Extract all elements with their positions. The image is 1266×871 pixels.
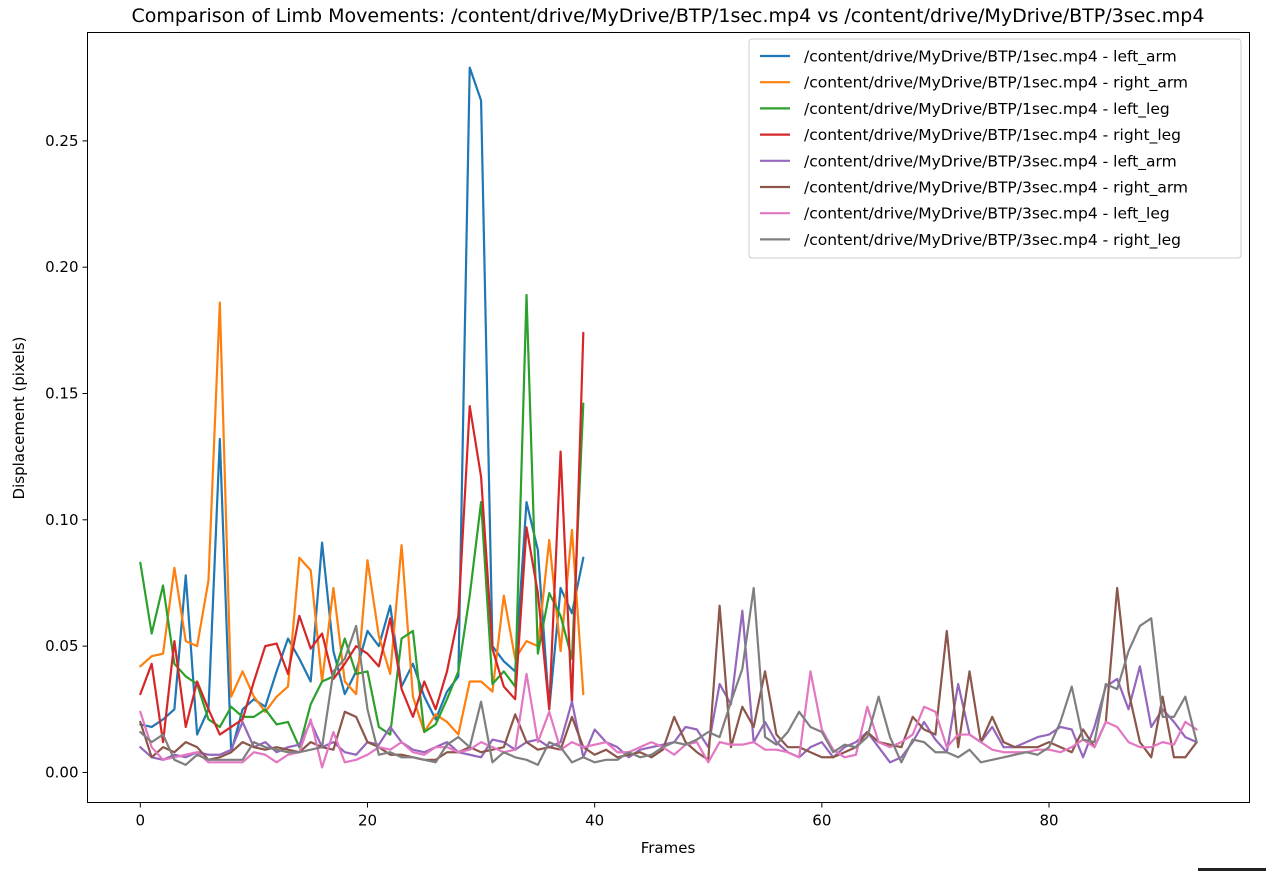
series-line-3 <box>139 331 585 744</box>
series-layer <box>139 66 1198 769</box>
legend-box <box>748 38 1242 259</box>
y-tick-label: 0.20 <box>45 258 78 276</box>
y-tick-label: 0.05 <box>45 637 78 655</box>
y-tick-label: 0.15 <box>45 385 78 403</box>
series-line-1 <box>139 301 585 736</box>
y-tick-label: 0.00 <box>45 763 78 781</box>
x-axis-label: Frames <box>641 839 696 857</box>
y-axis: 0.00 0.05 0.10 0.15 0.20 0.25 <box>45 132 88 781</box>
x-tick-label: 20 <box>358 812 377 830</box>
legend-label: /content/drive/MyDrive/BTP/3sec.mp4 - ri… <box>804 231 1181 250</box>
y-axis-label: Displacement (pixels) <box>10 337 28 500</box>
x-axis: 0 20 40 60 80 <box>136 802 1059 830</box>
legend-label: /content/drive/MyDrive/BTP/1sec.mp4 - le… <box>804 48 1177 67</box>
series-line-5 <box>139 586 1198 761</box>
series-line-4 <box>139 609 1198 764</box>
y-tick-label: 0.10 <box>45 511 78 529</box>
x-tick-label: 60 <box>812 812 831 830</box>
legend-label: /content/drive/MyDrive/BTP/3sec.mp4 - le… <box>804 205 1170 224</box>
chart-title: Comparison of Limb Movements: /content/d… <box>132 5 1205 27</box>
y-tick-label: 0.25 <box>45 132 78 150</box>
legend-label: /content/drive/MyDrive/BTP/1sec.mp4 - le… <box>804 100 1170 119</box>
legend-label: /content/drive/MyDrive/BTP/1sec.mp4 - ri… <box>804 126 1181 145</box>
x-tick-label: 40 <box>585 812 604 830</box>
x-tick-label: 0 <box>136 812 146 830</box>
legend-label: /content/drive/MyDrive/BTP/3sec.mp4 - ri… <box>804 179 1188 198</box>
plot-frame <box>87 32 1250 803</box>
series-line-6 <box>139 670 1198 769</box>
legend-label: /content/drive/MyDrive/BTP/1sec.mp4 - ri… <box>804 74 1188 93</box>
legend-label: /content/drive/MyDrive/BTP/3sec.mp4 - le… <box>804 152 1177 171</box>
x-tick-label: 80 <box>1039 812 1058 830</box>
legend: /content/drive/MyDrive/BTP/1sec.mp4 - le… <box>748 38 1242 259</box>
series-line-7 <box>139 586 1198 766</box>
corner-bar <box>1198 868 1266 871</box>
